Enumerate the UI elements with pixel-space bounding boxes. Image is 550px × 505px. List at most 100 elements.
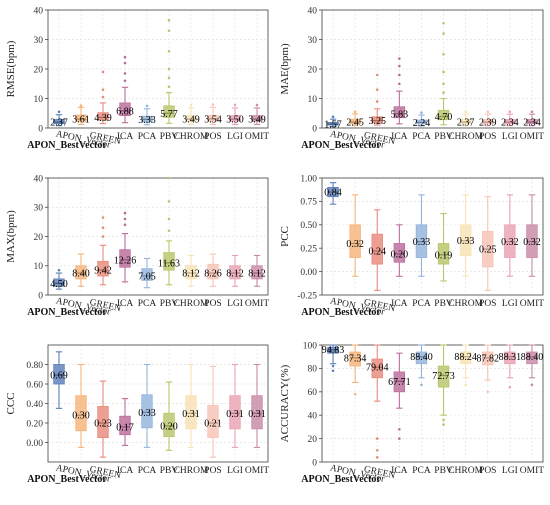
box-green: 3.25 [369,73,386,127]
x-label-lgi: LGI [502,132,518,142]
y-tick-label: 0.00 [26,439,43,449]
box-iqr [97,112,109,121]
box-iqr [251,265,263,280]
outlier-point [79,104,83,107]
box-iqr [229,265,241,280]
outlier-point [398,427,401,431]
outlier-point [123,223,127,227]
panel-mae-bpm: 0 10 20 30 40 MAE(bpm) 1.57 2.45 3.25 5.83 2.24 4.7… [279,6,544,151]
outlier-point [331,115,335,119]
box-pbv: 4.70 [435,21,453,126]
outlier-point [167,67,171,71]
y-tick-label: 10 [34,95,44,105]
box-pos: 8.26 [204,253,222,287]
outlier-point [442,52,445,56]
mean-label: 1.57 [324,120,342,131]
mean-label: 88.40 [410,352,433,363]
mean-label: 2.34 [523,118,541,129]
outlier-point [331,369,335,373]
box-pca: 3.33 [138,104,156,126]
mean-label: 4.70 [435,112,453,123]
outlier-point [145,104,149,108]
box-iqr [251,395,263,430]
mean-label: 7.05 [138,271,156,282]
box-apon-bestvector: 4.50 [50,268,68,290]
x-label-apon-bestvector: APON_BestVector [27,307,107,318]
box-pbv: 11.63 [158,176,180,286]
outlier-point [508,385,512,389]
y-axis-label: PCC [279,226,291,247]
mean-label: 4.39 [94,113,112,124]
box-pca: 0.33 [138,363,156,448]
box-iqr [75,395,87,432]
outlier-point [189,103,193,107]
box-lgi: 88.31 [499,344,521,389]
y-tick-label: 40 [308,6,318,16]
outlier-point [420,111,423,114]
y-tick-label: 60 [308,388,318,398]
y-tick-label: 0.75 [300,198,317,208]
box-green: 0.24 [369,209,386,291]
box-iqr [163,412,175,438]
mean-label: 2.24 [413,118,431,129]
box-pbv: 5.77 [160,19,178,124]
box-chrom: 0.31 [182,363,200,448]
outlier-point [123,79,127,83]
x-label-pos: POS [479,299,496,309]
box-iqr [163,252,175,271]
y-tick-label: 0 [38,291,43,301]
box-iqr [53,278,65,287]
y-tick-label: 0 [38,124,43,134]
mean-label: 0.32 [523,237,541,248]
mean-label: 2.37 [457,118,475,129]
panel-ccc: 0.00 0.20 0.40 0.60 0.80 CCC 0.69 0.30 0.23 0.17 0… [5,344,269,485]
mean-label: 2.34 [501,118,519,129]
x-label-pos: POS [204,466,221,476]
x-label-pbv: PBV [434,299,453,309]
mean-label: 0.21 [204,419,222,430]
box-iqr [504,351,516,365]
x-label-apon-bestvector: APON_BestVector [301,474,381,485]
box-green: 0.23 [94,380,112,458]
mean-label: 3.49 [182,115,200,126]
x-label-pca: PCA [138,299,157,309]
outlier-point [123,211,127,215]
box-lgi: 8.12 [226,254,244,287]
box-iqr [371,116,383,124]
box-lgi: 0.31 [226,363,244,448]
mean-label: 0.19 [435,250,453,261]
box-apon-vector: 3.61 [72,104,90,126]
x-label-pbv: PBV [434,466,453,476]
mean-label: 2.39 [479,118,497,129]
y-axis-label: MAX(bpm) [5,210,17,263]
box-apon-vector: 8.40 [72,253,90,287]
x-label-lgi: LGI [502,299,518,309]
outlier-point [530,110,534,114]
box-omit: 88.40 [521,344,543,387]
y-tick-label: 0.40 [26,400,43,410]
box-pbv: 72.73 [432,344,455,426]
box-iqr [97,406,109,439]
plot-frame [47,344,269,463]
mean-label: 8.12 [226,269,244,280]
box-pbv: 0.20 [160,381,178,451]
box-iqr [75,265,87,280]
box-ica: 6.88 [116,55,134,124]
box-iqr [459,351,472,365]
box-apon-vector: 2.45 [346,110,364,129]
box-iqr [437,365,450,388]
outlier-point [331,364,335,368]
box-apon-bestvector: 0.84 [324,182,342,205]
y-tick-label: 1.00 [300,174,317,184]
outlier-point [464,110,467,114]
mean-label: 87.34 [344,353,367,364]
box-pca: 88.40 [410,344,433,387]
box-apon-bestvector: 2.37 [50,110,68,129]
box-iqr [415,351,428,365]
mean-label: 88.24 [454,352,477,363]
plot-frame [321,9,544,129]
box-iqr [75,114,87,122]
y-tick-label: 10 [308,95,318,105]
x-label-chrom: CHROM [174,299,209,309]
